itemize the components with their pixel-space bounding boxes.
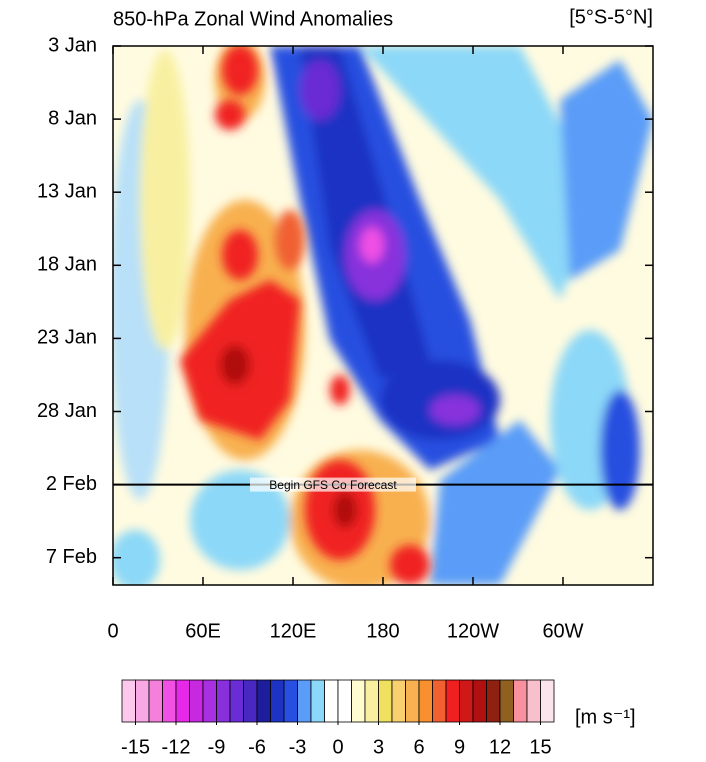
colorbar-box	[243, 679, 258, 723]
colorbar-box	[486, 679, 501, 723]
colorbar-box	[445, 679, 460, 723]
colorbar-box	[148, 679, 163, 723]
colorbar-box	[351, 679, 366, 723]
colorbar-box	[391, 679, 406, 723]
colorbar-tick-label: 3	[373, 736, 384, 758]
x-tick-label: 120E	[270, 620, 317, 642]
colorbar-tick-label: -3	[289, 736, 307, 758]
colorbar-box	[405, 679, 420, 723]
colorbar-box	[459, 679, 474, 723]
colorbar-label: [m s⁻¹]	[575, 706, 636, 728]
colorbar-tick-label: 9	[454, 736, 465, 758]
colorbar-tick-label: 15	[529, 736, 551, 758]
colorbar-box	[499, 679, 514, 723]
colorbar-tick-label: 0	[332, 736, 343, 758]
y-tick-label: 18 Jan	[37, 254, 97, 276]
colorbar-box	[337, 679, 352, 723]
colorbar-box	[256, 679, 271, 723]
colorbar-box	[135, 679, 150, 723]
colorbar-box	[229, 679, 244, 723]
colorbar-box	[432, 679, 447, 723]
colorbar-tick-label: 6	[413, 736, 424, 758]
colorbar-box	[216, 679, 231, 723]
y-tick-label: 28 Jan	[37, 400, 97, 422]
colorbar-box	[418, 679, 433, 723]
y-tick-label: 13 Jan	[37, 180, 97, 202]
y-tick-label: 3 Jan	[48, 34, 97, 56]
annotation: Begin GFS Co Forecast	[269, 478, 397, 492]
colorbar-box	[310, 679, 325, 723]
y-tick-label: 8 Jan	[48, 107, 97, 129]
x-tick-label: 60E	[185, 620, 221, 642]
colorbar-box	[297, 679, 312, 723]
colorbar-box	[189, 679, 204, 723]
colorbar-box	[202, 679, 217, 723]
colorbar-box	[121, 679, 136, 723]
annotation-background	[250, 477, 416, 492]
anomaly-field	[113, 46, 653, 585]
y-tick-label: 2 Feb	[46, 473, 97, 495]
colorbar-box	[175, 679, 190, 723]
chart-subtitle: [5°S-5°N]	[569, 6, 653, 28]
colorbar-box	[526, 679, 541, 723]
colorbar-tick-label: -15	[121, 736, 150, 758]
colorbar-box	[270, 679, 285, 723]
colorbar-box	[162, 679, 177, 723]
y-tick-label: 23 Jan	[37, 327, 97, 349]
colorbar-box	[472, 679, 487, 723]
x-tick-label: 180	[366, 620, 399, 642]
colorbar-tick-label: -12	[162, 736, 191, 758]
colorbar-tick-label: 12	[489, 736, 511, 758]
colorbar-box	[378, 679, 393, 723]
colorbar-box	[540, 679, 555, 723]
colorbar-box	[324, 679, 339, 723]
y-tick-label: 7 Feb	[46, 546, 97, 568]
colorbar-box	[364, 679, 379, 723]
chart-title: 850-hPa Zonal Wind Anomalies	[113, 8, 393, 30]
colorbar-box	[513, 679, 528, 723]
colorbar-tick-label: -6	[248, 736, 266, 758]
colorbar-box	[283, 679, 298, 723]
colorbar-tick-label: -9	[208, 736, 226, 758]
x-tick-label: 120W	[447, 620, 499, 642]
x-tick-label: 0	[107, 620, 118, 642]
x-tick-label: 60W	[542, 620, 583, 642]
